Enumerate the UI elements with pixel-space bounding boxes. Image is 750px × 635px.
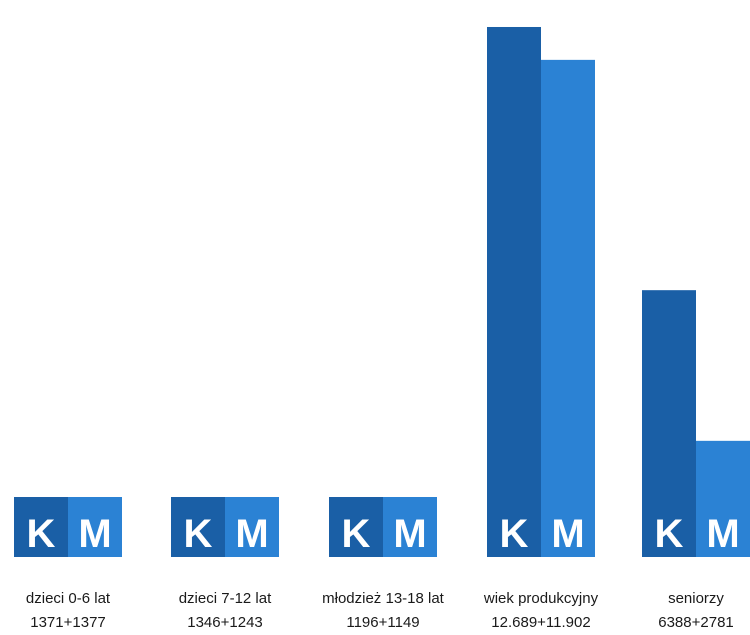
bar-k-4 [642, 290, 696, 557]
bar-m-4 [696, 440, 750, 557]
category-label-3: wiek produkcyjny [483, 590, 599, 607]
category-sublabel-3: 12.689+11.902 [491, 614, 590, 631]
bars-group [14, 26, 750, 558]
bar-letter-m-4: M [706, 512, 739, 556]
bar-letter-k-1: K [184, 512, 213, 556]
bar-k-2 [329, 497, 383, 557]
bar-k-1 [171, 497, 225, 557]
category-label-4: seniorzy [668, 590, 724, 607]
bar-k-0 [14, 497, 68, 557]
bar-letter-k-0: K [27, 512, 56, 556]
bar-letter-m-2: M [393, 512, 426, 556]
bar-letter-m-1: M [235, 512, 268, 556]
bar-k-3 [487, 26, 541, 557]
category-sublabel-0: 1371+1377 [30, 614, 106, 631]
category-label-0: dzieci 0-6 lat [26, 590, 111, 607]
bar-letter-k-4: K [655, 512, 684, 556]
category-sublabel-4: 6388+2781 [658, 614, 734, 631]
bar-m-2 [383, 497, 437, 557]
category-label-2: młodzież 13-18 lat [322, 590, 445, 607]
bar-letter-m-0: M [78, 512, 111, 556]
bar-letter-k-2: K [342, 512, 371, 556]
bar-m-3 [541, 59, 595, 558]
category-labels-group: dzieci 0-6 lat 1371+1377 dzieci 7-12 lat 13… [26, 590, 734, 631]
bar-m-0 [68, 497, 122, 557]
bar-letter-m-3: M [551, 512, 584, 556]
bar-letter-k-3: K [500, 512, 529, 556]
bar-m-1 [225, 497, 279, 557]
category-label-1: dzieci 7-12 lat [179, 590, 272, 607]
category-sublabel-2: 1196+1149 [346, 614, 419, 631]
category-sublabel-1: 1346+1243 [187, 614, 263, 631]
